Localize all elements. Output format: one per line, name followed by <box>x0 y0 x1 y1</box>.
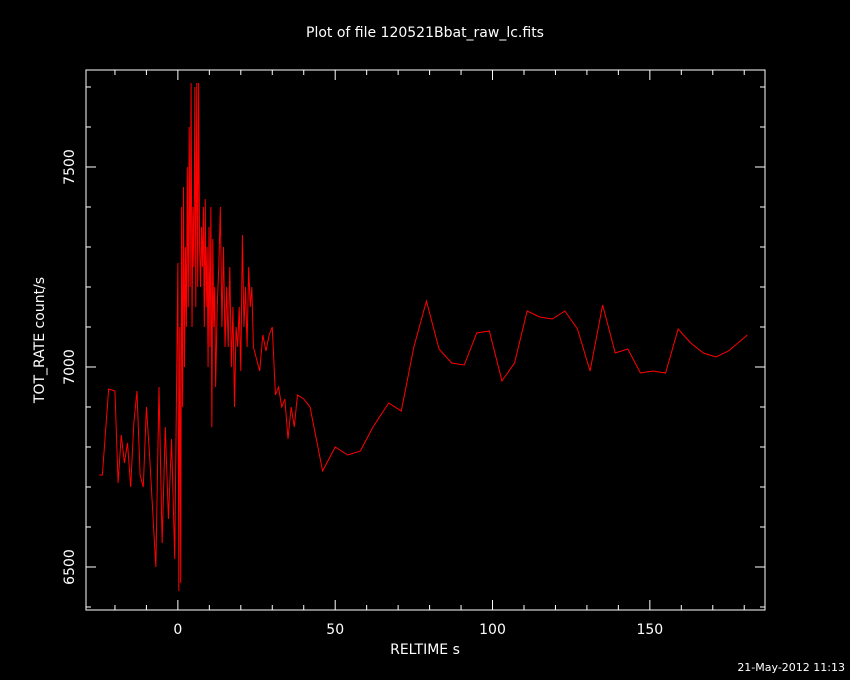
chart-title: Plot of file 120521Bbat_raw_lc.fits <box>306 25 544 41</box>
x-tick-label: 150 <box>636 622 663 638</box>
y-axis-label: TOT_RATE count/s <box>32 277 48 404</box>
plot-frame <box>85 69 766 611</box>
x-tick-label: 0 <box>173 622 182 638</box>
timestamp: 21-May-2012 11:13 <box>737 661 845 674</box>
y-tick-label: 7000 <box>62 349 78 385</box>
data-line <box>99 82 748 592</box>
y-tick-label: 7500 <box>62 149 78 185</box>
x-tick-label: 100 <box>479 622 506 638</box>
x-tick-label: 50 <box>326 622 344 638</box>
x-axis-label: RELTIME s <box>390 642 460 658</box>
y-tick-label: 6500 <box>62 549 78 585</box>
